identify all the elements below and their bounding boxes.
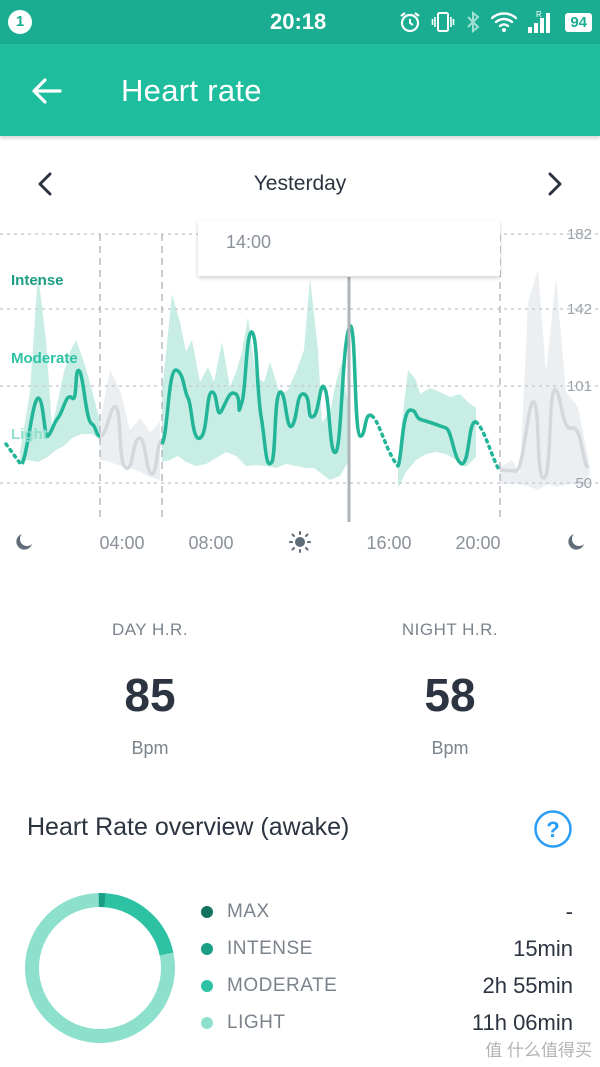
day-hr-value: 85 [124,669,176,721]
legend-value: 11h 06min [471,1010,573,1035]
status-icons: R 94 [398,9,592,35]
watermark: 值 什么值得买 [485,1041,592,1060]
overview-donut-chart [25,892,175,1043]
x-axis: 04:00 08:00 16:00 20:00 [99,533,500,553]
heart-rate-chart[interactable]: Intense Moderate Light 182 142 101 50 04… [0,222,600,562]
day-hr-label: DAY H.R. [111,620,189,639]
sun-icon [289,531,311,553]
alarm-icon [400,12,420,33]
heart-rate-gap [474,420,500,470]
wifi-icon [491,12,518,32]
legend-value: - [565,899,573,924]
chevron-right-icon[interactable] [542,170,566,198]
legend-dot [201,1017,213,1029]
legend-row-moderate: MODERATE 2h 55min [198,971,578,1008]
zone-label-moderate: Moderate [11,350,78,367]
zone-band [398,370,476,488]
legend-dot [201,943,213,955]
moon-icon [16,534,32,550]
y-tick-label: 50 [575,475,592,492]
vibrate-icon [432,12,455,32]
night-band [500,270,590,490]
chevron-left-icon[interactable] [34,170,58,198]
y-axis: 182 142 101 50 [567,226,592,492]
y-tick-label: 182 [567,226,592,243]
legend-label: LIGHT [227,1012,286,1033]
light-zone-band [20,274,476,488]
status-time: 20:18 [270,9,327,34]
signal-icon: R [528,10,551,33]
night-left-area [99,370,164,480]
status-bar: 1 20:18 R 94 [0,0,600,44]
legend-label: MAX [227,901,270,922]
heart-rate-line [20,368,101,465]
x-tick-label: 04:00 [99,533,144,553]
chart-tooltip: 14:00 [198,220,500,276]
donut-segment-intense [25,892,175,1043]
notification-badge: 1 [8,10,32,34]
x-tick-label: 08:00 [188,533,233,553]
zone-band [162,278,348,480]
heart-rate-line [396,408,478,467]
heart-rate-gap [4,442,24,468]
moon-icon [568,534,584,550]
legend-row-light: LIGHT 11h 06min [198,1008,578,1045]
help-icon[interactable]: ? [533,809,573,849]
app-bar: Heart rate [0,44,600,136]
bluetooth-icon [467,10,480,34]
heart-rate-gap [370,414,400,468]
zone-band [20,274,100,462]
svg-text:R: R [536,10,542,19]
back-arrow-icon[interactable] [30,74,64,108]
night-hr-unit: Bpm [431,738,469,758]
night-hr-value: 58 [424,669,476,721]
zone-label-light: Light [11,426,48,443]
night-line [499,388,590,480]
battery-indicator: 94 [565,12,592,32]
night-right-area [499,270,590,490]
overview-title: Heart Rate overview (awake) [27,813,350,841]
legend-dot [201,906,213,918]
legend-label: INTENSE [227,938,313,959]
x-tick-label: 16:00 [366,533,411,553]
legend-dot [201,980,213,992]
overview-legend: MAX - INTENSE 15min MODERATE 2h 55min LI… [198,897,578,1045]
svg-text:?: ? [546,817,559,842]
tooltip-time: 14:00 [226,232,272,252]
grid [0,233,600,522]
zone-labels: Intense Moderate Light [11,272,78,443]
legend-value: 2h 55min [482,973,573,998]
zone-label-intense: Intense [11,272,64,289]
y-tick-label: 101 [567,378,592,395]
date-label: Yesterday [253,172,347,195]
heart-rate-series [4,324,500,470]
date-navigator: Yesterday [0,160,600,208]
legend-row-max: MAX - [198,897,578,934]
legend-label: MODERATE [227,975,338,996]
x-tick-label: 20:00 [455,533,500,553]
day-hr-unit: Bpm [131,738,169,758]
y-tick-label: 142 [567,301,592,318]
heart-rate-line [160,324,374,466]
page-title: Heart rate [121,73,262,108]
night-line [99,405,164,476]
legend-row-intense: INTENSE 15min [198,934,578,971]
night-hr-label: NIGHT H.R. [401,620,499,639]
legend-value: 15min [513,936,573,961]
